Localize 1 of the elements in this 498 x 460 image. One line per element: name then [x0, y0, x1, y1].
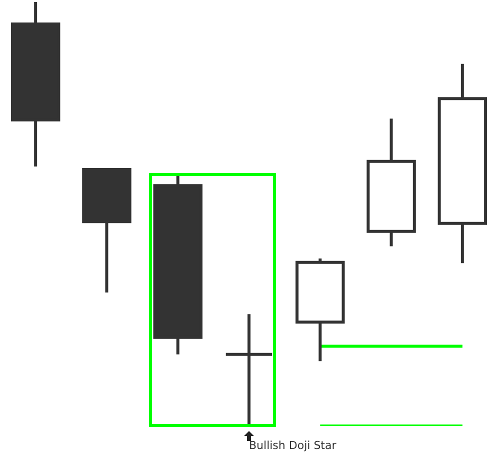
text: Bullish Doji Star — [249, 439, 336, 452]
